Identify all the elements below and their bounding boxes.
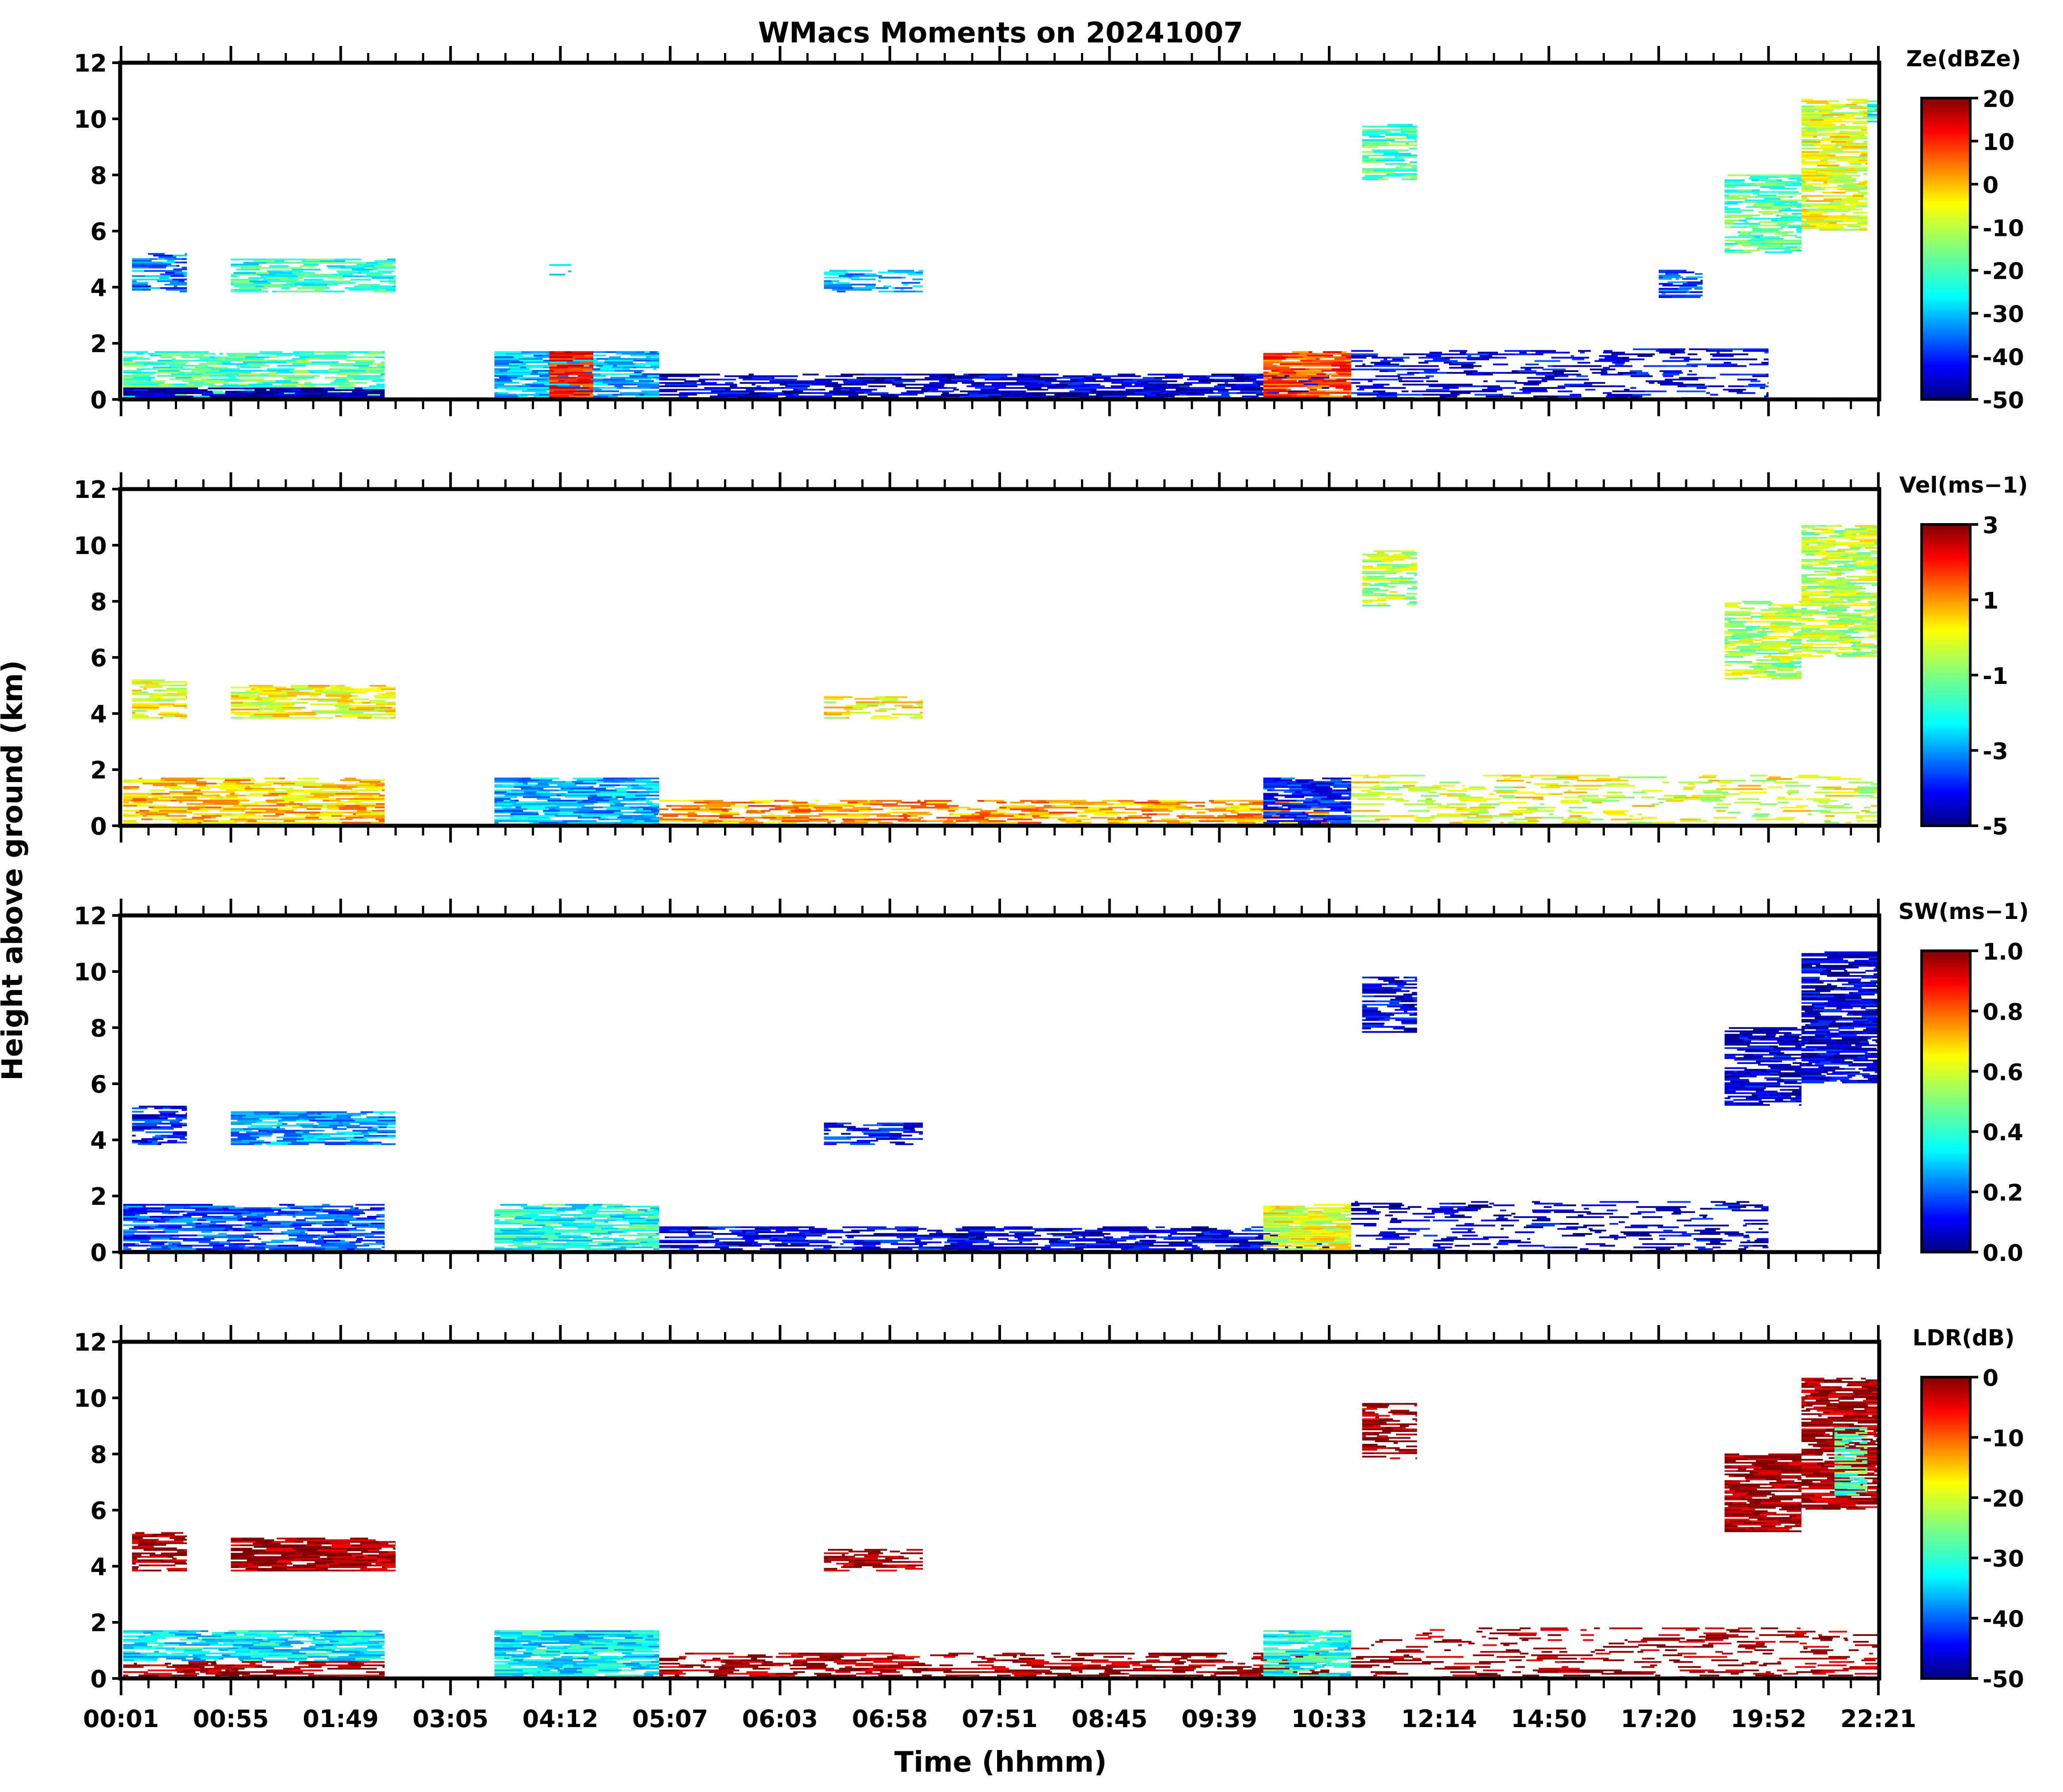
panel-field-spectrum_width <box>123 951 1879 1252</box>
colorbar-spectrum_width <box>1920 949 1972 1253</box>
colorbar-tick-label: 1.0 <box>1983 939 2023 965</box>
axes-frame-velocity <box>118 487 1881 828</box>
colorbar-tick-label: -10 <box>1983 1425 2024 1452</box>
colorbar-tick-label: 0.2 <box>1983 1180 2023 1207</box>
y-tick-label: 4 <box>90 274 107 302</box>
y-tick-label: 6 <box>90 644 107 672</box>
y-tick-label: 2 <box>90 330 107 358</box>
panel-reflectivity: 0 2 4 6 8 10 12 20 10 0 -10 -20 -30 -40 -50 Ze(dBZe) <box>74 46 2024 416</box>
y-tick-label: 12 <box>74 902 107 930</box>
colorbar-velocity <box>1920 523 1972 827</box>
y-tick-label: 10 <box>74 106 107 133</box>
y-tick-label: 6 <box>90 1071 107 1098</box>
y-tick-label: 2 <box>90 1183 107 1211</box>
y-tick-label: 0 <box>90 1665 107 1693</box>
colorbar-tick-label: 0.0 <box>1983 1240 2023 1267</box>
panel-field-velocity <box>123 525 1879 825</box>
colorbar-tick-label: 3 <box>1983 513 1999 539</box>
x-tick-label: 06:03 <box>742 1705 818 1733</box>
colorbar-tick-label: -50 <box>1983 387 2024 414</box>
x-tick-label: 07:51 <box>962 1705 1038 1733</box>
y-tick-label: 2 <box>90 1609 107 1637</box>
y-tick-label: 4 <box>90 700 107 728</box>
x-tick-label: 04:12 <box>523 1705 599 1733</box>
colorbar-tick-label: -5 <box>1983 814 2008 840</box>
y-tick-label: 12 <box>74 49 107 77</box>
colorbar-tick-label: 0 <box>1983 1365 1999 1392</box>
colorbar-tick-label: -40 <box>1983 1606 2024 1633</box>
panel-field-reflectivity <box>123 99 1879 399</box>
colorbar-label-spectrum_width: SW(ms−1) <box>1898 899 2029 924</box>
x-tick-label: 14:50 <box>1511 1705 1587 1733</box>
y-tick-label: 2 <box>90 756 107 784</box>
colorbar-tick-label: -10 <box>1983 215 2024 242</box>
y-tick-label: 0 <box>90 386 107 414</box>
y-tick-label: 12 <box>74 1329 107 1356</box>
colorbar-label-reflectivity: Ze(dBZe) <box>1906 46 2021 72</box>
panel-spectrum_width: 0 2 4 6 8 10 12 1.0 0.8 0.6 0.4 0.2 0.0 SW(ms−1) <box>74 899 2029 1269</box>
colorbar-tick-label: 1 <box>1983 588 1999 615</box>
y-tick-label: 10 <box>74 532 107 560</box>
panel-ldr: 0 2 4 6 8 10 12 0 -10 -20 -30 -40 -50 LDR(dB) <box>74 1325 2024 1695</box>
y-tick-label: 10 <box>74 1385 107 1412</box>
x-tick-label: 05:07 <box>632 1705 708 1733</box>
colorbar-tick-label: -50 <box>1983 1667 2024 1693</box>
colorbar-tick-label: 0.6 <box>1983 1059 2023 1086</box>
colorbar-tick-label: 10 <box>1983 129 2014 156</box>
colorbar-reflectivity <box>1920 97 1972 401</box>
colorbar-tick-label: -20 <box>1983 258 2024 285</box>
colorbar-tick-label: -3 <box>1983 739 2008 765</box>
x-tick-label: 09:39 <box>1181 1705 1257 1733</box>
x-tick-label: 00:55 <box>193 1705 269 1733</box>
x-tick-label: 01:49 <box>303 1705 379 1733</box>
panel-field-ldr <box>123 1378 1879 1678</box>
y-tick-label: 8 <box>90 588 107 616</box>
panels-layer: 02468101220100-10-20-30-40-50Ze(dBZe)024… <box>74 46 2029 1733</box>
colorbar-tick-label: 20 <box>1983 86 2014 113</box>
x-tick-label: 06:58 <box>852 1705 928 1733</box>
colorbar-tick-label: 0.8 <box>1983 999 2023 1025</box>
x-tick-label: 03:05 <box>413 1705 489 1733</box>
x-tick-label: 19:52 <box>1730 1705 1806 1733</box>
colorbar-ldr <box>1920 1376 1972 1680</box>
colorbar-tick-label: -20 <box>1983 1486 2024 1512</box>
colorbar-tick-label: 0 <box>1983 172 1999 199</box>
y-tick-label: 8 <box>90 162 107 190</box>
x-tick-label: 10:33 <box>1291 1705 1367 1733</box>
panel-velocity: 0 2 4 6 8 10 12 3 1 -1 -3 -5 Vel(ms−1) <box>74 472 2028 843</box>
x-tick-label: 17:20 <box>1621 1705 1697 1733</box>
colorbar-label-velocity: Vel(ms−1) <box>1899 472 2028 498</box>
y-axis-label: Height above ground (km) <box>0 660 29 1081</box>
colorbar-tick-label: -40 <box>1983 345 2024 371</box>
y-tick-label: 10 <box>74 958 107 986</box>
x-tick-label: 08:45 <box>1072 1705 1148 1733</box>
colorbar-label-ldr: LDR(dB) <box>1912 1325 2014 1351</box>
axes-frame-reflectivity <box>118 61 1881 402</box>
y-tick-label: 8 <box>90 1441 107 1469</box>
colorbar-tick-label: -1 <box>1983 663 2008 690</box>
y-tick-label: 4 <box>90 1553 107 1581</box>
y-tick-label: 0 <box>90 1239 107 1267</box>
x-axis-label: Time (hhmm) <box>895 1746 1107 1779</box>
x-tick-label: 00:01 <box>83 1705 159 1733</box>
colorbar-tick-label: -30 <box>1983 1546 2024 1572</box>
y-tick-label: 12 <box>74 476 107 504</box>
colorbar-tick-label: -30 <box>1983 301 2024 328</box>
colorbar-tick-label: 0.4 <box>1983 1120 2023 1146</box>
y-tick-label: 6 <box>90 1497 107 1525</box>
x-tick-label: 22:21 <box>1840 1705 1916 1733</box>
y-tick-label: 6 <box>90 218 107 246</box>
chart-title: WMacs Moments on 20241007 <box>758 17 1243 49</box>
x-tick-label: 12:14 <box>1401 1705 1477 1733</box>
y-tick-label: 4 <box>90 1127 107 1154</box>
y-tick-label: 0 <box>90 812 107 840</box>
y-tick-label: 8 <box>90 1014 107 1042</box>
